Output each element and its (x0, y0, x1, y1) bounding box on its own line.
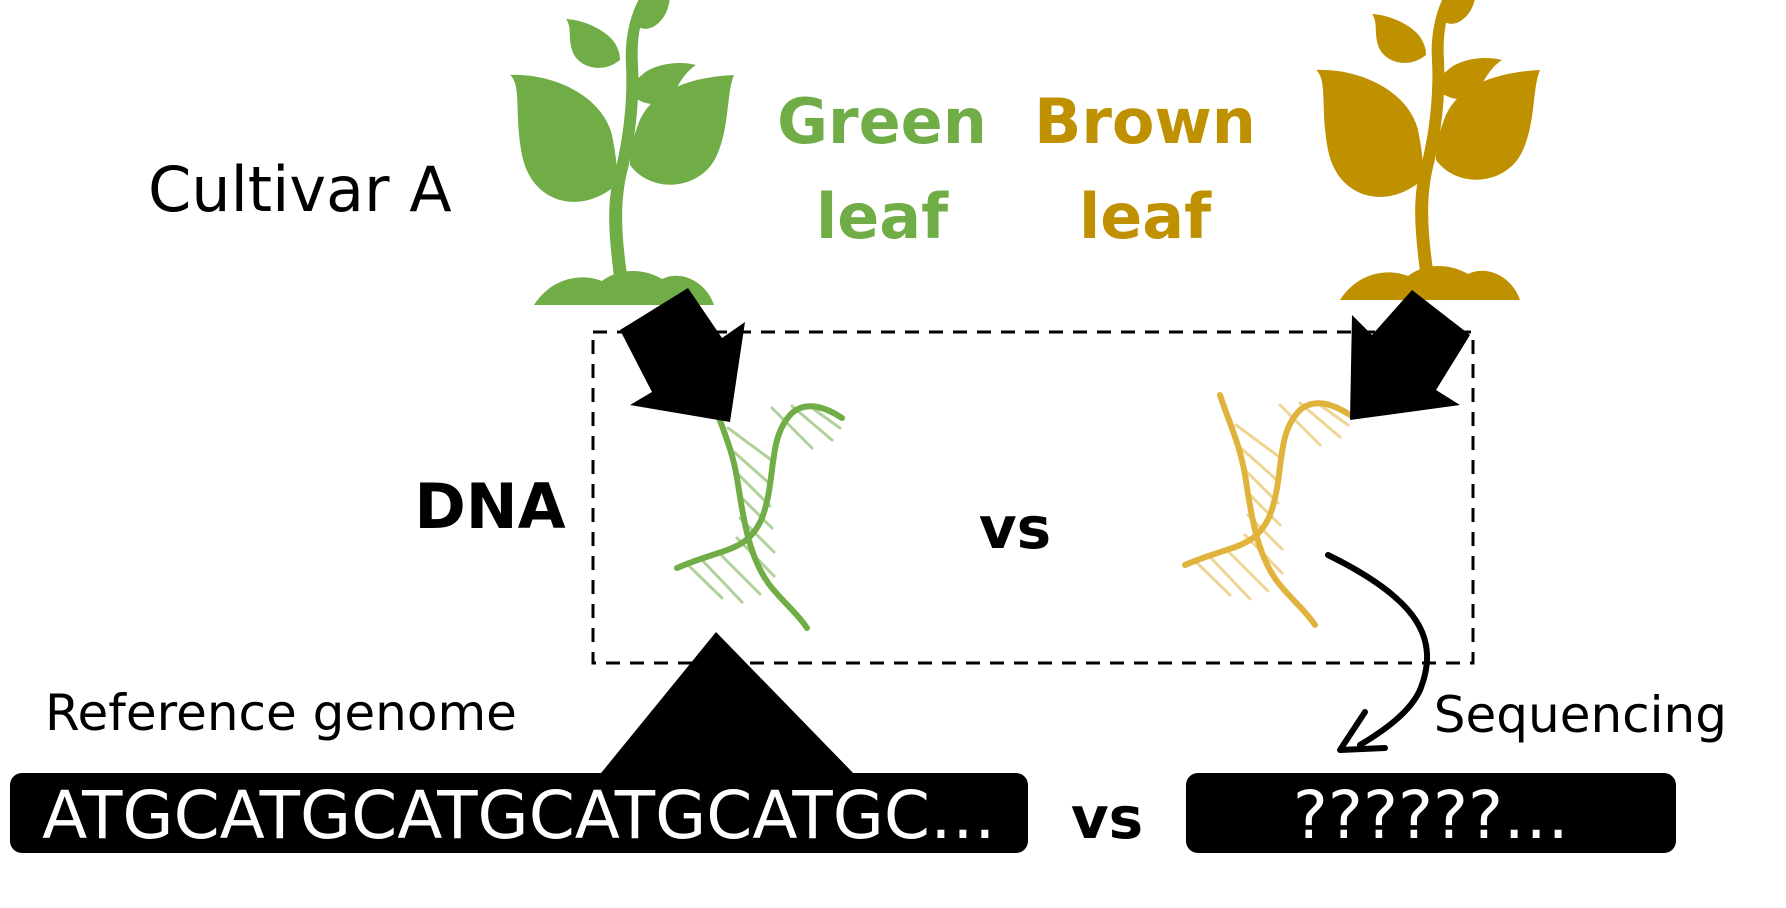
green-plant-to-dna-arrow (620, 288, 745, 422)
reference-sequence-text: ATGCATGCATGCATGCATGC… (42, 777, 996, 854)
green-leaf-label-line1: Green (777, 85, 987, 158)
reference-triangle (597, 632, 858, 778)
reference-genome-label: Reference genome (45, 684, 517, 742)
dna-label: DNA (414, 470, 565, 543)
brown-leaf-label-line2: leaf (1079, 180, 1212, 253)
vs-bottom-label: vs (1071, 784, 1143, 852)
vs-top-label: vs (979, 494, 1051, 562)
green-plant-icon (510, 0, 734, 305)
brown-plant-icon (1316, 0, 1540, 300)
green-dna-icon (677, 398, 842, 628)
sequencing-label: Sequencing (1434, 686, 1727, 744)
reference-sequence-bar (10, 773, 1028, 853)
brown-leaf-label-line1: Brown (1034, 85, 1256, 158)
brown-dna-icon (1185, 395, 1350, 625)
dna-comparison-box (591, 330, 1475, 665)
unknown-sequence-text: ??????… (1293, 777, 1569, 854)
sequencing-arrowhead (1337, 709, 1388, 753)
brown-plant-to-dna-arrow (1350, 290, 1470, 420)
unknown-sequence-bar (1186, 773, 1676, 853)
sequencing-arrow (1325, 552, 1430, 748)
cultivar-label: Cultivar A (148, 153, 452, 226)
green-leaf-label-line2: leaf (816, 180, 949, 253)
